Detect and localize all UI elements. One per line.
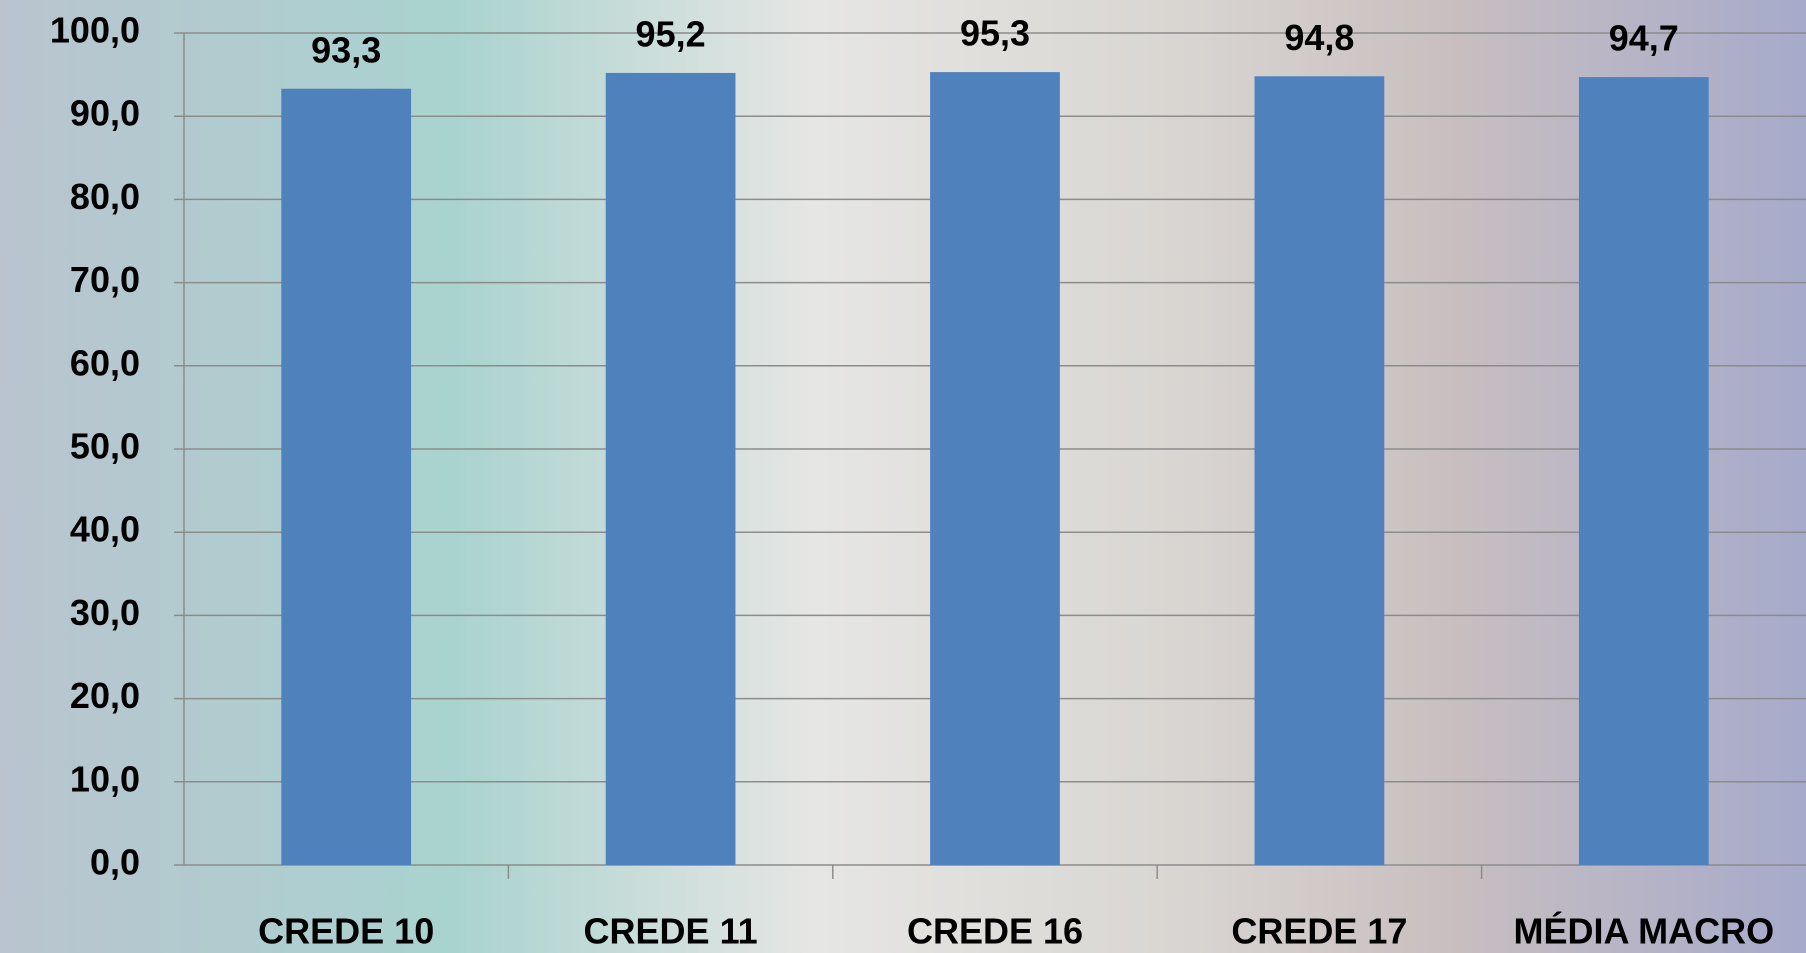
data-label: 95,2 [636,13,706,54]
bar [606,73,736,865]
x-tick-label: CREDE 11 [584,911,758,952]
y-tick-label: 20,0 [70,675,140,716]
data-label: 94,8 [1284,17,1354,58]
y-tick-label: 70,0 [70,259,140,300]
data-label: 94,7 [1609,18,1679,59]
x-tick-label: CREDE 17 [1231,911,1407,952]
y-tick-label: 100,0 [50,10,140,51]
x-tick-label: CREDE 16 [907,911,1083,952]
chart: 0,0 10,0 20,0 30,0 40,0 50,0 60,0 70,0 80,0 90,0 1… [0,0,1806,953]
bar [281,89,411,865]
x-tick-label: CREDE 10 [258,911,434,952]
y-tick-label: 0,0 [90,842,140,883]
data-label: 93,3 [311,29,381,70]
y-tick-label: 50,0 [70,426,140,467]
page: 0,0 10,0 20,0 30,0 40,0 50,0 60,0 70,0 80,0 90,0 1… [0,0,1806,953]
y-tick-label: 60,0 [70,342,140,383]
y-tick-label: 80,0 [70,176,140,217]
y-tick-label: 30,0 [70,592,140,633]
data-label: 95,3 [960,13,1030,54]
bar [1255,76,1385,865]
bar [1579,77,1709,865]
y-tick-label: 90,0 [70,93,140,134]
background [0,0,1806,953]
y-tick-label: 40,0 [70,509,140,550]
y-tick-label: 10,0 [70,758,140,799]
x-tick-label: MÉDIA MACRO [1513,911,1774,952]
bar [930,72,1060,865]
